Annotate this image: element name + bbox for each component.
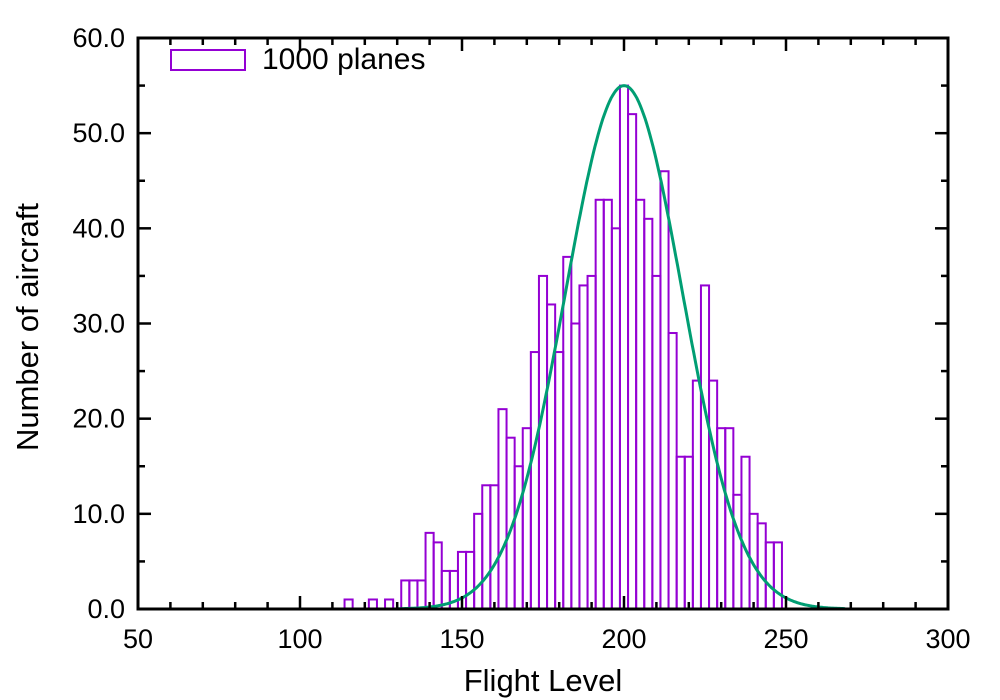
histogram-bar (594, 198, 605, 611)
histogram-bar (699, 284, 711, 610)
histogram-bar (740, 455, 751, 610)
y-axis-title: Number of aircraft (10, 202, 45, 452)
histogram-bar (627, 113, 638, 610)
x-tick-label: 300 (925, 624, 970, 654)
histogram-bar (618, 84, 630, 611)
histogram-bar (432, 541, 443, 611)
histogram-bar (578, 284, 589, 610)
y-tick-label: 10.0 (72, 499, 125, 529)
histogram-bar (635, 198, 646, 611)
histogram-bar (400, 579, 411, 611)
x-tick-label: 100 (277, 624, 322, 654)
legend-histogram-swatch (170, 49, 246, 71)
histogram-bar (529, 351, 540, 610)
histogram-bar (497, 408, 508, 610)
y-tick-label: 40.0 (72, 213, 125, 243)
histogram-bar (708, 379, 719, 610)
histogram-bar (651, 274, 662, 610)
histogram-bar (489, 484, 500, 610)
legend: 1000 planes (170, 45, 425, 75)
histogram-bar (521, 427, 532, 610)
legend-label: 1000 planes (262, 43, 426, 76)
histogram-bar (465, 550, 476, 611)
histogram-bar (513, 465, 524, 610)
histogram-bar (716, 427, 727, 610)
histogram-bar (732, 493, 743, 610)
histogram-bar (473, 512, 484, 610)
x-tick-label: 250 (763, 624, 808, 654)
histogram-bar (691, 379, 702, 610)
histogram-bar (675, 455, 686, 610)
gaussian-curve (395, 84, 846, 611)
histogram-bar (562, 255, 573, 610)
y-tick-label: 0.0 (87, 594, 125, 624)
histogram-bar (408, 579, 419, 611)
x-tick-label: 150 (439, 624, 484, 654)
histogram-bar (554, 351, 565, 610)
histogram-bar (764, 541, 775, 611)
x-tick-label: 200 (601, 624, 646, 654)
histogram-bar (481, 484, 492, 610)
histogram-bar (772, 541, 783, 611)
x-axis-title: Flight Level (463, 663, 623, 698)
y-tick-label: 20.0 (72, 404, 125, 434)
histogram-bar (683, 455, 694, 610)
plot-border (136, 36, 950, 611)
y-tick-label: 50.0 (72, 118, 125, 148)
histogram-bar (416, 579, 427, 611)
y-tick-label: 30.0 (72, 309, 125, 339)
histogram-bar (667, 332, 678, 610)
histogram-bar (537, 274, 549, 610)
histogram-bar (570, 322, 581, 610)
x-tick-label: 50 (123, 624, 153, 654)
histogram-bar (424, 531, 435, 610)
histogram-bar (659, 170, 670, 610)
histogram-bar (586, 274, 597, 610)
histogram-bar (610, 227, 621, 610)
histogram-bar (602, 198, 613, 611)
histogram-bar (756, 522, 767, 610)
y-tick-label: 60.0 (72, 23, 125, 53)
histogram-bar (643, 217, 654, 610)
